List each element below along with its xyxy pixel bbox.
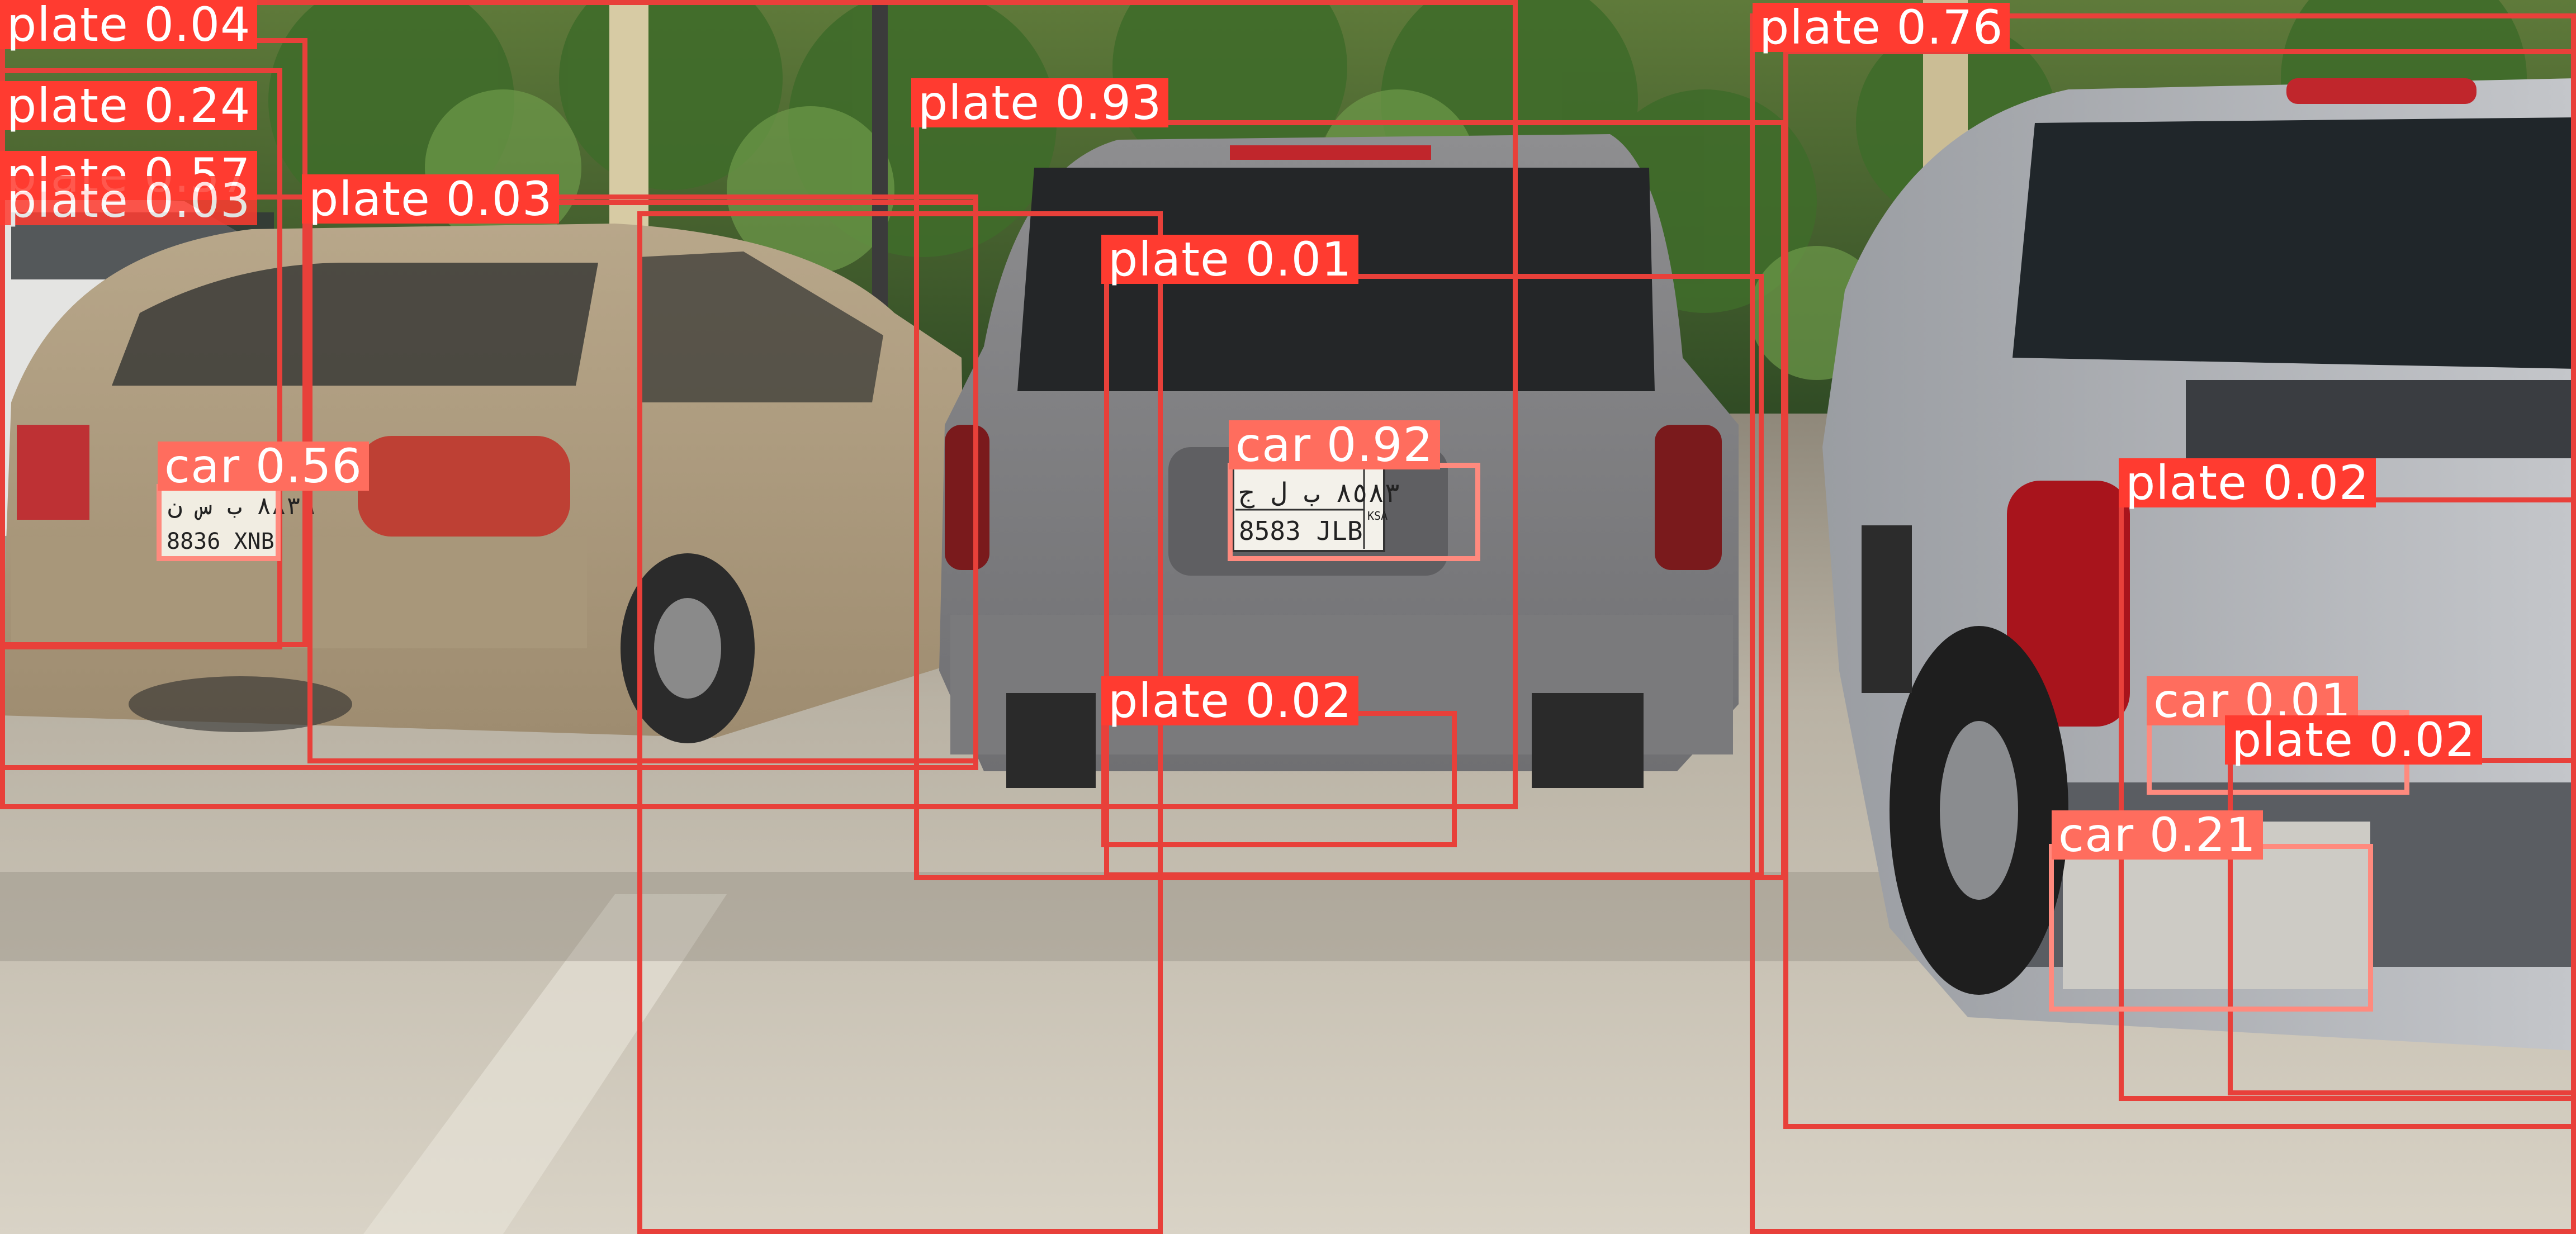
left-plate-latin: 8836 XNB [167,529,274,554]
detection-label: plate 0.03 [0,176,258,225]
detection-label: plate 0.02 [1101,676,1359,725]
center-plate-latin: 8583 JLB [1239,516,1363,546]
detection-label: car 0.92 [1229,420,1440,469]
detection-label: plate 0.03 [302,174,560,224]
detection-label: plate 0.24 [0,81,258,130]
detection-label: plate 0.93 [911,78,1169,127]
left-plate-arabic: ٨٨٣٦ ب س ن [168,492,316,520]
detection-label: plate 0.76 [1753,3,2010,52]
center-plate-arabic: ٨٥٨٣ ب ل ج [1239,477,1400,509]
center-plate-country: KSA [1367,509,1388,523]
detection-label: car 0.56 [158,442,369,491]
detection-label: plate 0.01 [1101,235,1359,284]
detection-label: plate 0.02 [2119,458,2376,507]
detection-label: plate 0.04 [0,0,258,49]
detection-label: car 0.21 [2052,810,2263,860]
detection-label: plate 0.02 [2225,715,2483,765]
